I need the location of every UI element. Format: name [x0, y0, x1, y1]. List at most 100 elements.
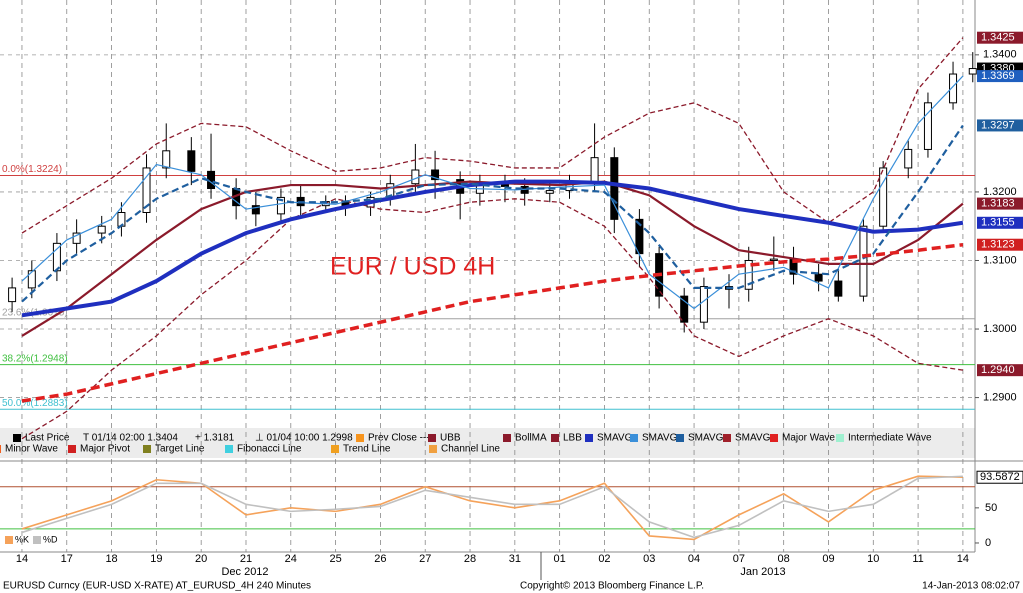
y-tick-label: 1.2900 — [983, 391, 1017, 403]
stoch-tick-label: 0 — [985, 537, 991, 549]
candle-body — [545, 190, 554, 194]
fib-label: 50.0%(1.2883) — [2, 398, 68, 409]
legend-swatch — [429, 445, 437, 453]
candle-body — [968, 68, 977, 75]
x-tick-label: 10 — [867, 553, 879, 565]
legend-label: Intermediate Wave — [848, 433, 932, 444]
price-label: 1.3425 — [981, 32, 1015, 44]
legend-label: Major Wave — [782, 433, 835, 444]
candle-body — [142, 167, 151, 213]
legend-swatch — [331, 445, 339, 453]
candle-body — [8, 287, 17, 303]
candle-body — [610, 157, 619, 220]
legend-swatch — [836, 434, 844, 442]
indicator-line — [21, 242, 964, 403]
price-label-box — [977, 119, 1023, 132]
candle-body — [904, 148, 913, 169]
x-tick-label: 31 — [509, 553, 521, 565]
stoch-legend-swatch — [5, 536, 13, 544]
stoch-legend-label: %D — [43, 534, 58, 544]
legend-label: Major Pivot — [80, 444, 130, 455]
legend-swatch — [770, 434, 778, 442]
y-tick-label: 1.3000 — [983, 323, 1017, 335]
candle-body — [834, 280, 843, 297]
price-label: 1.3183 — [981, 197, 1015, 209]
x-tick-label: 20 — [195, 553, 207, 565]
x-tick-label: 26 — [374, 553, 386, 565]
legend-label: SMAVG — [688, 433, 724, 444]
legend-swatch — [68, 445, 76, 453]
indicator-line — [21, 198, 964, 440]
legend-label: Trend Line — [343, 444, 391, 455]
stoch-legend-swatch — [33, 536, 41, 544]
legend-label: UBB — [440, 433, 461, 444]
legend-label: Fibonacci Line — [237, 444, 302, 455]
x-tick-label: 25 — [329, 553, 341, 565]
x-tick-label: 11 — [912, 553, 923, 565]
candle-body — [431, 169, 440, 181]
legend-label: LBB — [563, 433, 582, 444]
candle-body — [276, 196, 285, 215]
price-label: 1.3123 — [981, 239, 1015, 251]
legend-label: Minor Wave — [5, 444, 58, 455]
x-tick-label: 18 — [105, 553, 117, 565]
legend-swatch — [13, 434, 21, 442]
x-tick-label: 28 — [464, 553, 476, 565]
chart-title: EUR / USD 4H — [330, 253, 495, 281]
candle-body — [769, 258, 778, 261]
y-tick-label: 1.3200 — [983, 186, 1017, 198]
stoch-line — [21, 475, 963, 541]
x-tick-label: 14 — [16, 553, 28, 565]
candle-body — [97, 225, 106, 234]
legend-label: SMAVG — [735, 433, 771, 444]
legend-label: Target Line — [155, 444, 205, 455]
x-tick-label: 03 — [643, 553, 655, 565]
candle-body — [162, 150, 171, 169]
fib-label: 38.2%(1.2948) — [2, 353, 68, 364]
price-label: 1.3297 — [981, 119, 1015, 131]
month-label: Dec 2012 — [221, 566, 268, 578]
y-tick-label: 1.3100 — [983, 254, 1017, 266]
legend-swatch — [585, 434, 593, 442]
legend-swatch — [428, 434, 436, 442]
legend-label: Prev Close ----- — [368, 433, 436, 444]
x-tick-label: 21 — [240, 553, 252, 565]
x-tick-label: 24 — [285, 553, 297, 565]
x-tick-label: 02 — [598, 553, 610, 565]
candle-body — [680, 295, 689, 323]
candle-body — [949, 73, 958, 104]
candle-body — [27, 270, 36, 289]
price-label-box — [977, 31, 1023, 44]
legend-swatch — [676, 434, 684, 442]
x-tick-label: 07 — [733, 553, 745, 565]
legend-swatch — [225, 445, 233, 453]
price-label-box — [977, 197, 1023, 210]
candle-body — [251, 205, 260, 215]
legend-label: BollMA — [515, 433, 547, 444]
legend-label: T 01/14 02:00 1.3404 — [83, 433, 178, 444]
candle-body — [814, 273, 823, 282]
indicator-line — [21, 124, 964, 303]
price-label-box — [977, 216, 1023, 229]
legend-swatch — [143, 445, 151, 453]
candle-body — [187, 150, 196, 172]
y-tick-label: 1.3400 — [983, 49, 1017, 61]
x-tick-label: 09 — [822, 553, 834, 565]
candle-body — [879, 167, 888, 227]
legend-swatch — [0, 445, 1, 453]
fib-label: 0.0%(1.3224) — [2, 164, 62, 175]
candle-body — [699, 286, 708, 323]
indicator-line — [21, 37, 964, 234]
x-tick-label: 08 — [778, 553, 790, 565]
x-tick-label: 14 — [957, 553, 969, 565]
x-tick-label: 01 — [554, 553, 566, 565]
legend-label: + 1.3181 — [195, 433, 235, 444]
legend-swatch — [503, 434, 511, 442]
indicator-line — [21, 179, 964, 318]
price-label-box — [977, 70, 1023, 83]
legend-label: ⊥ 01/04 10:00 1.2998 — [255, 433, 353, 444]
candle-body — [859, 225, 868, 297]
candle-body — [744, 259, 753, 290]
footer-left: EURUSD Curncy (EUR-USD X-RATE) AT_EURUSD… — [3, 581, 311, 592]
